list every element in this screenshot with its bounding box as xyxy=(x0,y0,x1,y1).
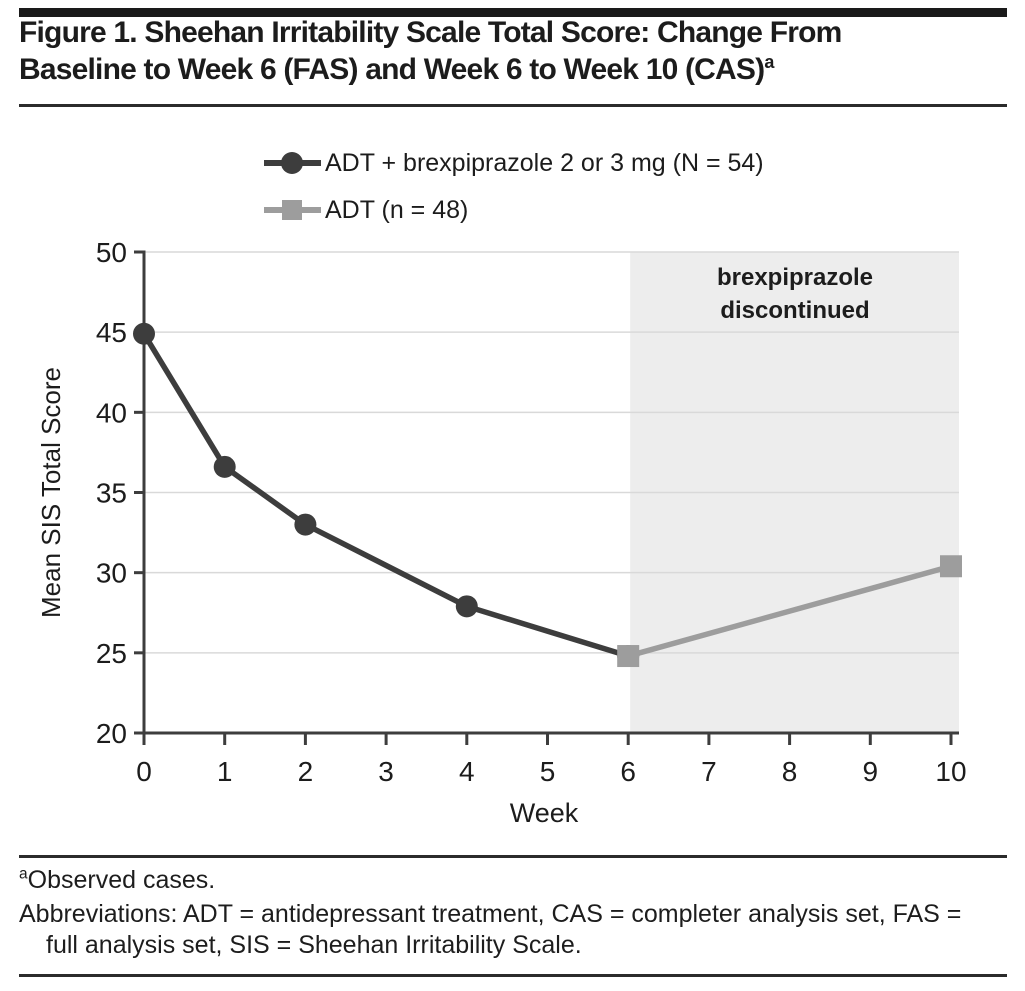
footnote-abbreviations: Abbreviations: ADT = antidepressant trea… xyxy=(19,900,962,959)
line-circle-marker-icon xyxy=(264,145,321,181)
figure-title-superscript: a xyxy=(764,52,774,72)
y-tick-label: 25 xyxy=(96,638,127,669)
x-tick-label: 10 xyxy=(935,756,966,787)
legend-label-brexpiprazole: ADT + brexpiprazole 2 or 3 mg (N = 54) xyxy=(325,148,764,177)
y-tick-label: 40 xyxy=(96,397,127,428)
legend-square-marker xyxy=(282,200,302,220)
y-axis-title: Mean SIS Total Score xyxy=(36,367,66,618)
x-tick-label: 3 xyxy=(378,756,394,787)
series-line-circle xyxy=(141,332,630,659)
x-tick-label: 0 xyxy=(136,756,152,787)
data-point-circle xyxy=(213,455,236,478)
chart-legend: ADT + brexpiprazole 2 or 3 mg (N = 54) A… xyxy=(264,145,764,239)
figure-bottom-rule xyxy=(19,974,1007,977)
x-tick-label: 5 xyxy=(540,756,556,787)
figure-title-line2: Baseline to Week 6 (FAS) and Week 6 to W… xyxy=(19,51,1019,88)
x-tick-label: 2 xyxy=(298,756,314,787)
data-point-square xyxy=(940,555,962,578)
y-tick-label: 35 xyxy=(96,478,127,509)
data-point-square xyxy=(617,645,640,668)
y-tick-label: 30 xyxy=(96,558,127,589)
legend-label-adt: ADT (n = 48) xyxy=(325,195,469,224)
x-tick-label: 1 xyxy=(217,756,233,787)
x-tick-label: 8 xyxy=(782,756,798,787)
figure-title-line2-text: Baseline to Week 6 (FAS) and Week 6 to W… xyxy=(19,53,765,86)
y-tick-label: 45 xyxy=(96,317,127,348)
shaded-region-label: brexpiprazole discontinued xyxy=(716,264,874,324)
data-point-circle xyxy=(294,513,317,536)
figure-title: Figure 1. Sheehan Irritability Scale Tot… xyxy=(19,14,1019,88)
series-line-square xyxy=(627,563,952,659)
legend-item-adt: ADT (n = 48) xyxy=(264,192,764,228)
x-tick-label: 7 xyxy=(701,756,717,787)
footnotes: aObserved cases. Abbreviations: ADT = an… xyxy=(19,855,1007,961)
x-axis-title: Week xyxy=(509,798,579,828)
x-tick-label: 4 xyxy=(459,756,475,787)
figure-title-line1: Figure 1. Sheehan Irritability Scale Tot… xyxy=(19,16,842,49)
footnote-observed-cases: aObserved cases. xyxy=(19,865,1007,896)
y-tick-label: 50 xyxy=(96,237,127,268)
legend-circle-marker xyxy=(281,152,303,174)
footnote-text: Observed cases. xyxy=(27,866,216,894)
data-point-circle xyxy=(455,595,478,618)
data-point-circle xyxy=(133,322,155,345)
title-top-rule xyxy=(19,8,1007,17)
x-tick-label: 9 xyxy=(863,756,879,787)
x-tick-label: 6 xyxy=(620,756,636,787)
legend-item-brexpiprazole: ADT + brexpiprazole 2 or 3 mg (N = 54) xyxy=(264,145,764,181)
footnote-superscript: a xyxy=(19,865,28,883)
title-bottom-rule xyxy=(19,104,1007,107)
line-square-marker-icon xyxy=(264,192,321,228)
y-tick-label: 20 xyxy=(96,718,127,749)
